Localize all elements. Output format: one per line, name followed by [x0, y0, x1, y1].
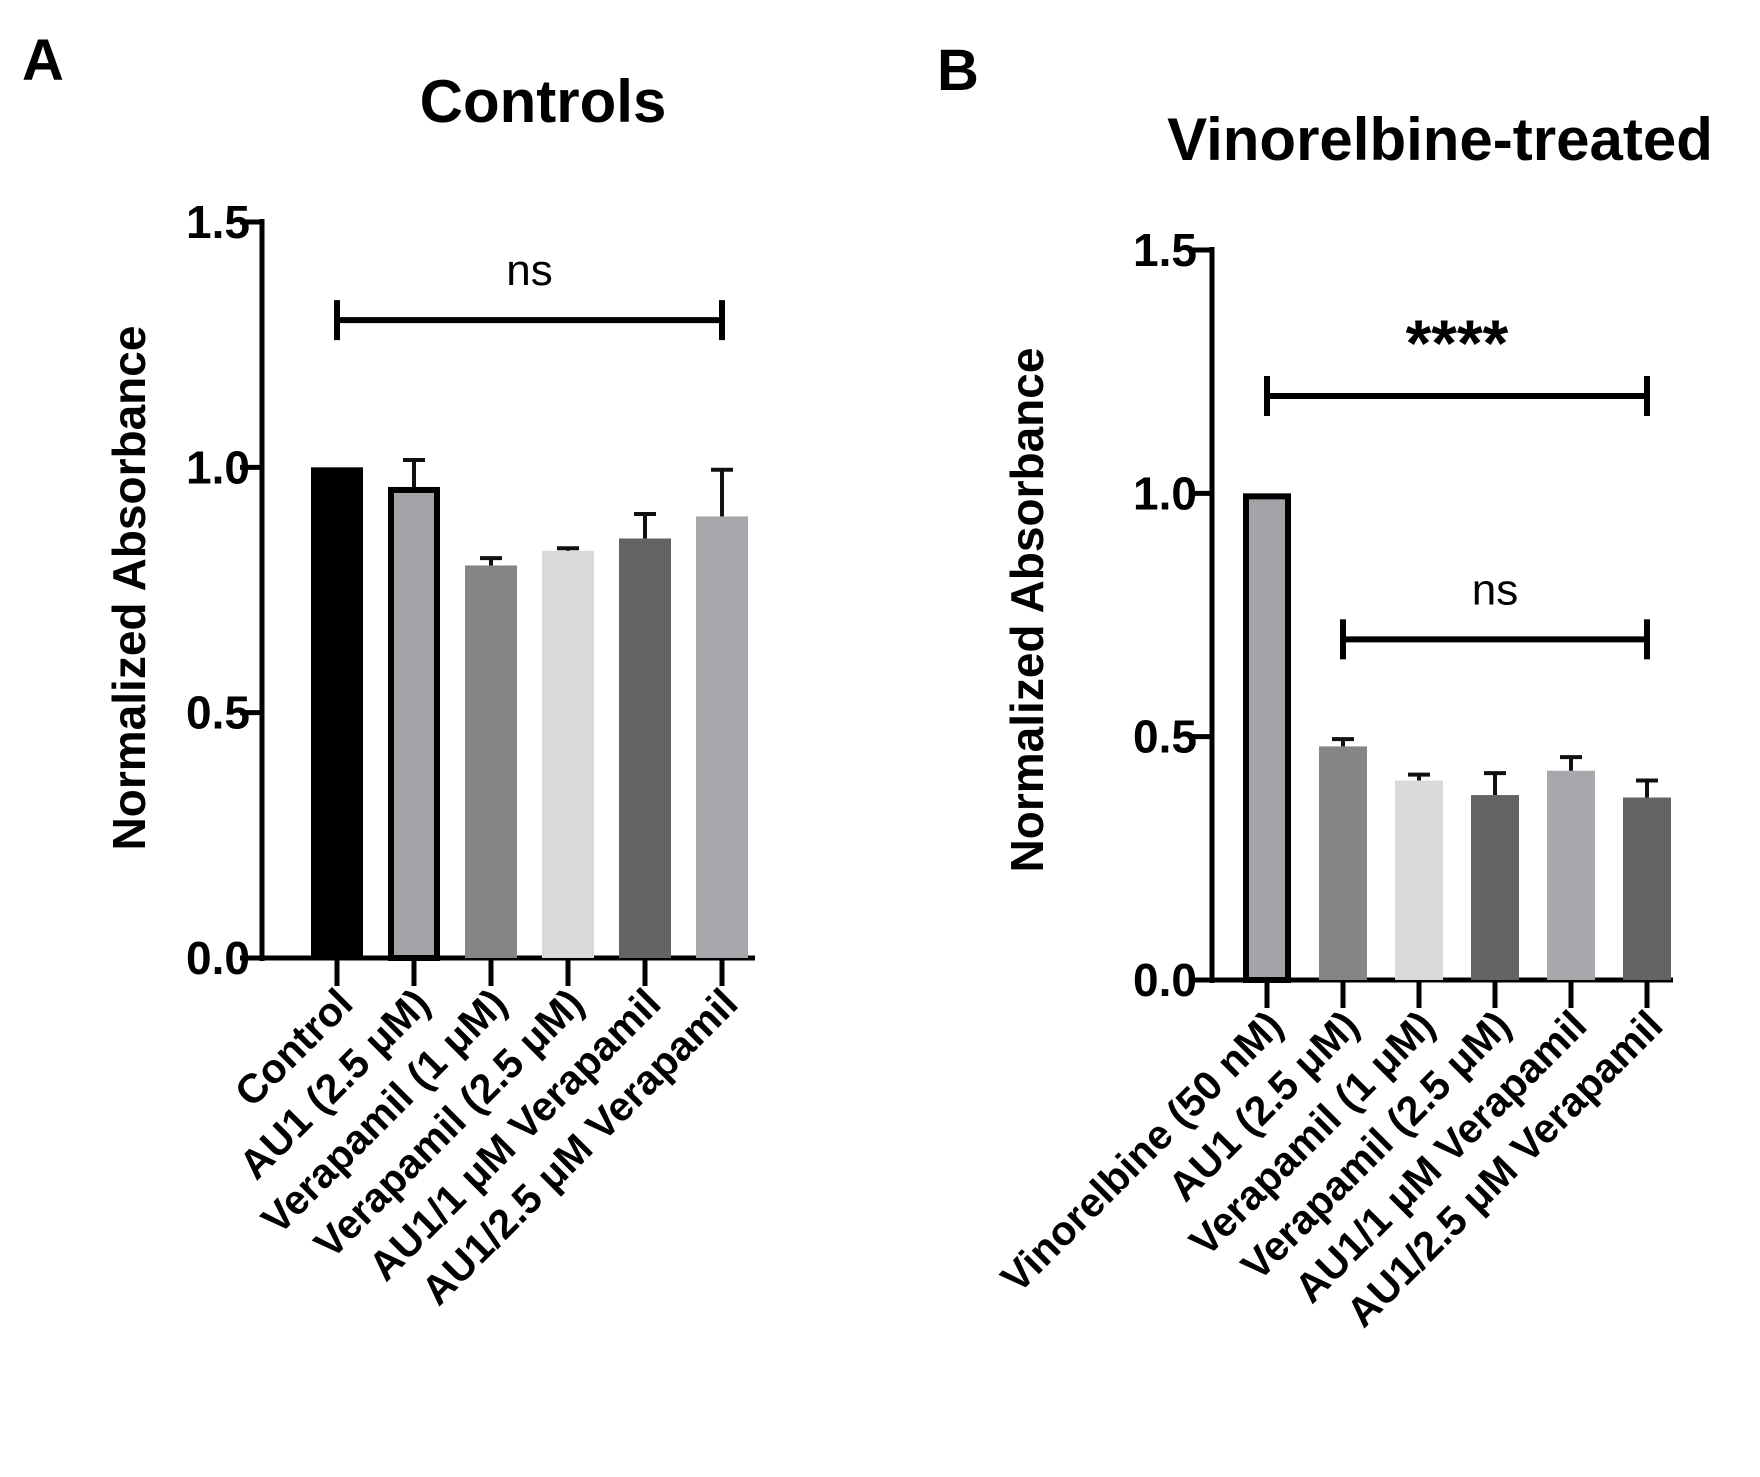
panel-b-y-tick-label: 0.5	[1133, 711, 1197, 763]
panel-b-y-tick-label: 1.5	[1133, 224, 1197, 276]
panel-a-bar	[619, 538, 671, 958]
panel-b-bar	[1547, 770, 1595, 980]
panel-b-bar	[1623, 797, 1671, 980]
panel-a-y-tick-label: 1.0	[186, 441, 250, 493]
panel-b-bar	[1471, 795, 1519, 980]
panel-b: B Vinorelbine-treated Normalized Absorba…	[937, 38, 1713, 1336]
panel-a-y-tick-label: 1.5	[186, 196, 250, 248]
panel-b-y-tick-label: 0.0	[1133, 954, 1197, 1006]
panel-a-title: Controls	[420, 68, 667, 135]
panel-a-significance-bracket: ns	[334, 246, 725, 341]
panel-a-y-tick-label: 0.0	[186, 932, 250, 984]
panel-b-y-tick-label: 1.0	[1133, 467, 1197, 519]
panel-a: A Controls Normalized Absorbance 0.0 0.5 1…	[22, 28, 755, 1314]
panel-a-y-tick-label: 0.5	[186, 687, 250, 739]
panel-a-bar	[388, 486, 440, 961]
panel-a-bar	[542, 550, 594, 958]
panel-b-significance-label: ****	[1406, 306, 1509, 380]
panel-b-y-axis-label: Normalized Absorbance	[1001, 348, 1053, 873]
panel-b-bar	[1319, 746, 1367, 980]
panel-a-bar	[311, 467, 363, 958]
panel-b-letter: B	[937, 38, 979, 103]
panel-a-bar	[696, 516, 748, 958]
panel-b-significance-label: ns	[1472, 565, 1518, 614]
panel-b-bar	[1395, 780, 1443, 980]
panel-b-significance-bracket: ns	[1340, 565, 1650, 660]
panel-a-bar	[465, 565, 517, 958]
panel-a-significance-label: ns	[506, 246, 552, 295]
panel-b-significance-bracket: ****	[1264, 306, 1650, 416]
panel-b-title: Vinorelbine-treated	[1167, 106, 1713, 173]
panel-a-y-axis-label: Normalized Absorbance	[103, 326, 155, 851]
panel-b-bar	[1243, 493, 1291, 983]
panel-a-letter: A	[22, 28, 64, 93]
